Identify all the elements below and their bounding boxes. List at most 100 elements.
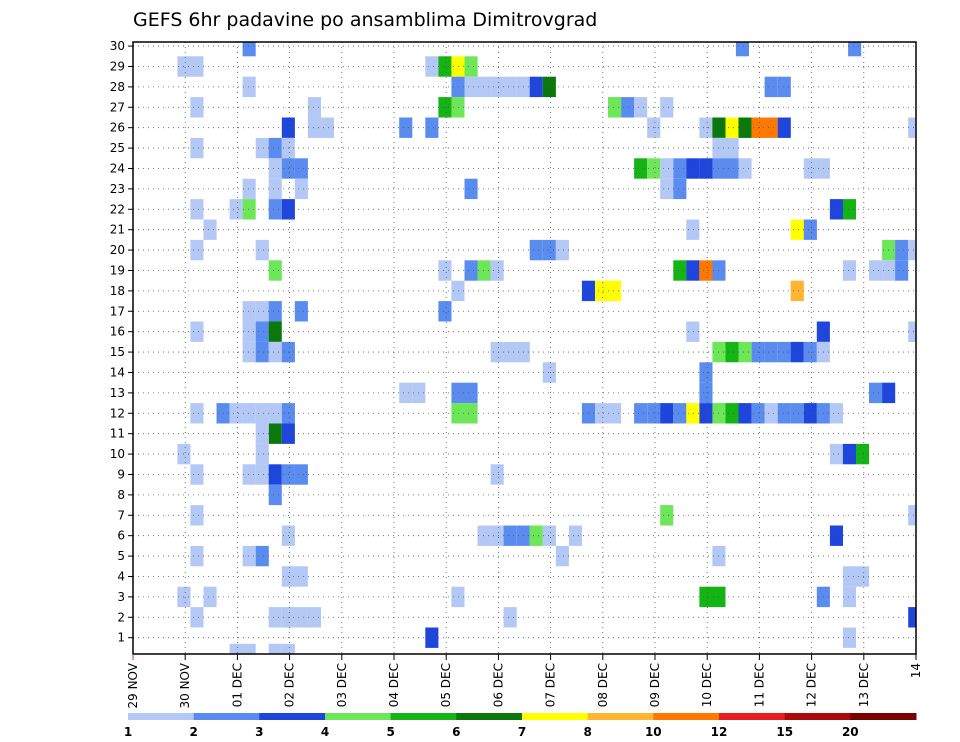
heatmap-cell <box>268 607 282 628</box>
heatmap-cell <box>842 260 856 281</box>
heatmap-cell <box>699 362 713 383</box>
heatmap-cell <box>242 545 256 567</box>
heatmap-cell <box>464 382 478 404</box>
heatmap-cell <box>803 219 817 240</box>
heatmap-cell <box>829 403 843 424</box>
heatmap-cell <box>529 525 543 546</box>
heatmap-cell <box>555 545 569 567</box>
heatmap-cell <box>660 178 674 200</box>
heatmap-cell <box>438 97 452 118</box>
heatmap-cell <box>621 97 635 118</box>
heatmap-cell <box>320 117 334 138</box>
heatmap-cell <box>764 76 778 98</box>
y-tick-label: 26 <box>110 121 125 135</box>
y-tick-label: 23 <box>110 182 125 196</box>
heatmap-cell <box>725 137 739 159</box>
x-tick-label: 01 DEC <box>230 663 244 707</box>
y-tick-label: 20 <box>110 243 125 257</box>
heatmap-cell <box>268 137 282 159</box>
heatmap-cell <box>673 260 687 281</box>
heatmap-cell <box>477 525 491 546</box>
x-tick-label: 08 DEC <box>596 663 610 707</box>
heatmap-cell <box>451 56 465 77</box>
colorbar-label: 7 <box>518 725 526 739</box>
heatmap-cell <box>255 341 269 363</box>
heatmap-cell <box>464 260 478 281</box>
colorbar-swatch <box>784 713 851 720</box>
heatmap-cell <box>503 607 517 628</box>
x-tick-label: 14 <box>909 663 923 678</box>
heatmap-cell <box>777 341 791 363</box>
heatmap-cell <box>255 443 269 465</box>
heatmap-cell <box>490 464 504 485</box>
heatmap-cell <box>490 260 504 281</box>
heatmap-cell <box>568 525 582 546</box>
heatmap-cell <box>190 321 204 342</box>
heatmap-cell <box>229 199 243 220</box>
colorbar-label: 5 <box>387 725 395 739</box>
heatmap-cell <box>490 76 504 98</box>
heatmap-cell <box>190 56 204 77</box>
heatmap-cell <box>542 76 556 98</box>
colorbar-swatch <box>193 713 260 720</box>
colorbar-swatch <box>325 713 392 720</box>
heatmap-cell <box>686 260 700 281</box>
heatmap-cell <box>764 403 778 424</box>
y-tick-label: 25 <box>110 141 125 155</box>
heatmap-cell <box>725 158 739 179</box>
heatmap-cell <box>464 178 478 200</box>
y-tick-label: 9 <box>117 467 125 481</box>
y-tick-label: 28 <box>110 80 125 94</box>
colorbar-swatch <box>587 713 654 720</box>
heatmap-cell <box>660 158 674 179</box>
heatmap-cell <box>242 76 256 98</box>
heatmap-cell <box>660 505 674 526</box>
heatmap-cell <box>529 76 543 98</box>
heatmap-cell <box>634 158 648 179</box>
heatmap-cell <box>451 403 465 424</box>
heatmap-cell <box>699 382 713 404</box>
heatmap-cell <box>790 219 804 240</box>
heatmap-cell <box>803 341 817 363</box>
heatmap-cells <box>177 42 916 654</box>
heatmap-cell <box>829 443 843 465</box>
heatmap-cell <box>399 117 413 138</box>
heatmap-cell <box>425 627 439 648</box>
heatmap-cell <box>190 239 204 261</box>
y-tick-label: 29 <box>110 59 125 73</box>
heatmap-cell <box>268 321 282 342</box>
heatmap-cell <box>699 586 713 608</box>
y-tick-label: 5 <box>117 549 125 563</box>
heatmap-cell <box>242 42 256 57</box>
heatmap-cell <box>255 137 269 159</box>
heatmap-cell <box>464 76 478 98</box>
heatmap-cell <box>490 525 504 546</box>
heatmap-cell <box>255 239 269 261</box>
heatmap-cell <box>242 199 256 220</box>
heatmap-cell <box>842 586 856 608</box>
colorbar-label: 1 <box>124 725 132 739</box>
heatmap-cell <box>856 566 870 587</box>
y-tick-label: 22 <box>110 202 125 216</box>
heatmap-cell <box>464 56 478 77</box>
colorbar-swatch <box>653 713 720 720</box>
heatmap-cell <box>203 586 217 608</box>
heatmap-cell <box>869 260 883 281</box>
heatmap-cell <box>490 341 504 363</box>
heatmap-cell <box>699 260 713 281</box>
heatmap-cell <box>294 607 308 628</box>
x-tick-label: 06 DEC <box>491 663 505 707</box>
x-tick-label: 02 DEC <box>283 663 297 707</box>
y-tick-label: 30 <box>110 39 125 53</box>
heatmap-cell <box>673 158 687 179</box>
x-tick-label: 12 DEC <box>805 663 819 707</box>
y-tick-label: 4 <box>117 569 125 583</box>
heatmap-cell <box>764 117 778 138</box>
heatmap-cell <box>842 566 856 587</box>
heatmap-cell <box>542 239 556 261</box>
heatmap-cell <box>725 341 739 363</box>
y-tick-label: 2 <box>117 610 125 624</box>
heatmap-cell <box>660 403 674 424</box>
heatmap-cell <box>307 97 321 118</box>
x-tick-label: 03 DEC <box>335 663 349 707</box>
